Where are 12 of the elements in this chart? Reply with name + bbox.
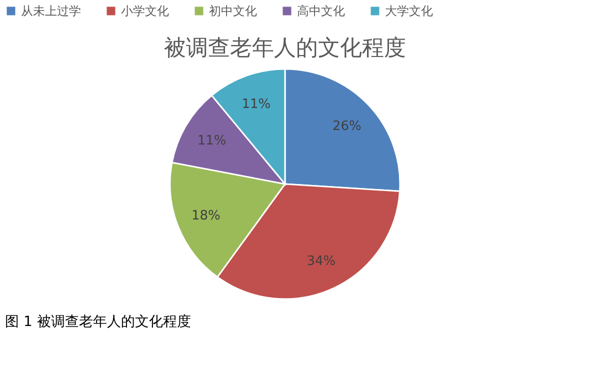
legend-label: 初中文化 [209, 4, 257, 18]
data-label: 11% [197, 134, 226, 149]
legend-label: 小学文化 [121, 4, 169, 18]
caption: 图 1 被调查老年人的文化程度 [5, 314, 191, 330]
text: 被调查老年人的文化程度 [164, 36, 406, 61]
data-label: 34% [306, 254, 336, 269]
legend-label: 大学文化 [385, 4, 433, 18]
data-label: 26% [332, 118, 362, 134]
legend-label: 从未上过学 [21, 4, 81, 18]
data-label: 11% [242, 97, 271, 112]
legend-label: 高中文化 [297, 4, 345, 18]
data-label: 18% [192, 208, 220, 224]
